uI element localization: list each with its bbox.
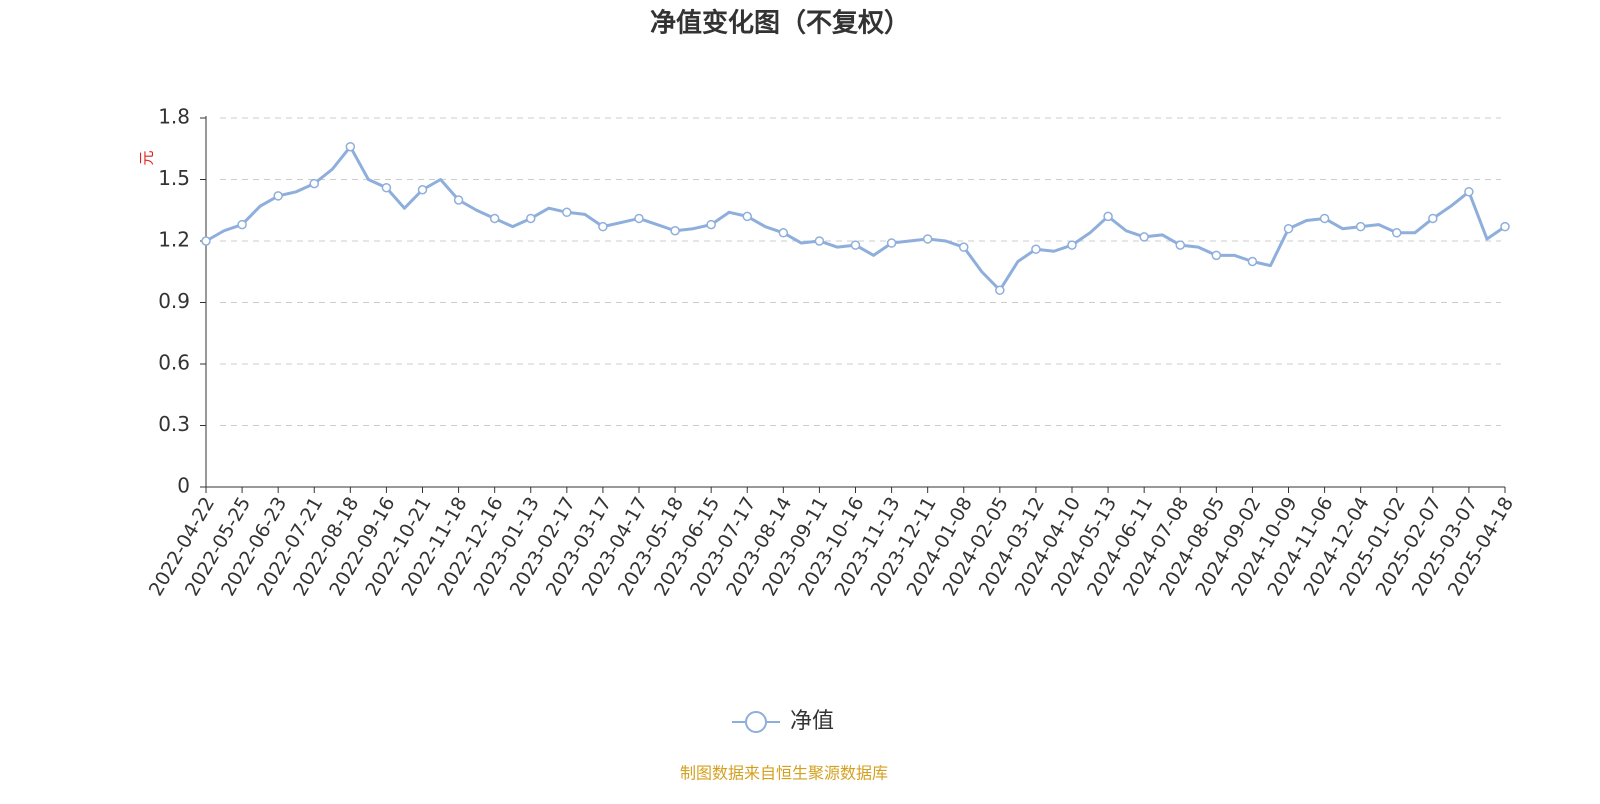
point <box>670 226 680 236</box>
point <box>995 285 1005 295</box>
point <box>742 211 752 222</box>
point <box>1211 250 1222 261</box>
point <box>273 191 283 201</box>
point <box>598 221 608 232</box>
point <box>1067 240 1077 250</box>
y-axis-label: 元 <box>138 150 156 165</box>
y-tick-label: 0.6 <box>158 351 190 375</box>
y-tick-label: 0.9 <box>158 289 190 313</box>
point <box>1139 232 1149 242</box>
point <box>1355 221 1366 232</box>
y-tick-label: 1.2 <box>158 228 190 252</box>
y-tick-label: 0.3 <box>158 412 190 436</box>
y-tick-label: 1.8 <box>158 105 190 129</box>
point <box>886 238 897 248</box>
point <box>1319 213 1330 224</box>
point <box>1247 256 1258 267</box>
y-tick-label: 1.5 <box>158 166 190 190</box>
legend-label: 净值 <box>790 709 834 734</box>
point <box>489 213 500 224</box>
point <box>706 219 716 230</box>
point <box>850 240 861 250</box>
point <box>453 195 464 205</box>
point <box>1392 228 1402 238</box>
point <box>634 213 644 224</box>
point <box>309 178 319 189</box>
point <box>778 228 789 238</box>
point <box>345 141 356 152</box>
point <box>814 236 825 246</box>
y-tick-label: 0 <box>177 474 190 498</box>
source-note: 制图数据来自恒生聚源数据库 <box>680 764 888 783</box>
point <box>922 234 933 244</box>
point <box>1103 211 1113 222</box>
legend-marker <box>745 711 767 733</box>
point <box>1283 223 1294 234</box>
point <box>1464 187 1474 197</box>
point <box>526 213 536 224</box>
point <box>237 219 247 230</box>
point <box>562 207 572 218</box>
point <box>417 185 428 195</box>
point <box>1031 244 1041 254</box>
point <box>1428 213 1438 224</box>
point <box>201 236 211 246</box>
chart-title: 净值变化图（不复权） <box>650 8 910 39</box>
point <box>1175 240 1185 250</box>
point <box>381 182 392 193</box>
line <box>205 145 1506 292</box>
point <box>1500 221 1510 232</box>
point <box>959 242 969 252</box>
